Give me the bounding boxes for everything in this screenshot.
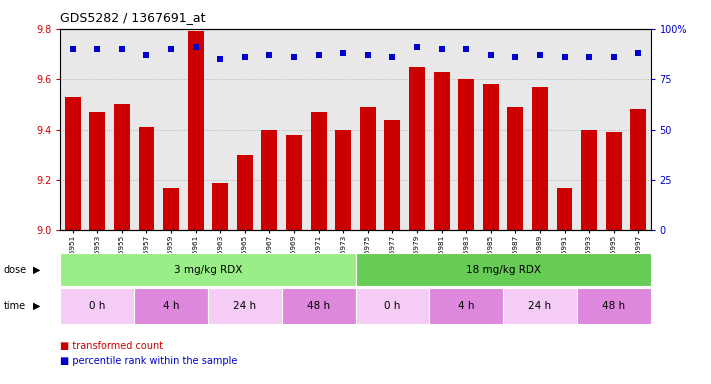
Bar [134,288,208,324]
Point [166,46,177,52]
Bar [458,79,474,230]
Bar [409,66,425,230]
Bar [90,112,105,230]
Bar [483,84,498,230]
Text: 3 mg/kg RDX: 3 mg/kg RDX [173,265,242,275]
Point [387,54,398,60]
Bar [356,288,429,324]
Bar [429,288,503,324]
Bar [557,187,572,230]
Text: GDS5282 / 1367691_at: GDS5282 / 1367691_at [60,12,206,25]
Bar [60,253,356,286]
Bar [213,182,228,230]
Bar [282,288,356,324]
Point [92,46,103,52]
Point [436,46,447,52]
Text: 24 h: 24 h [528,301,552,311]
Text: 0 h: 0 h [384,301,400,311]
Point [141,52,152,58]
Bar [532,87,548,230]
Point [362,52,373,58]
Point [116,46,127,52]
Point [510,54,521,60]
Bar [311,112,326,230]
Bar [577,288,651,324]
Bar [434,72,449,230]
Bar [581,130,597,230]
Bar [114,104,130,230]
Bar [503,288,577,324]
Text: 18 mg/kg RDX: 18 mg/kg RDX [466,265,540,275]
Text: ▶: ▶ [33,265,41,275]
Bar [262,130,277,230]
Point [289,54,300,60]
Bar [65,97,81,230]
Bar [335,130,351,230]
Point [584,54,595,60]
Bar [208,288,282,324]
Point [190,44,201,50]
Bar [163,187,179,230]
Point [313,52,324,58]
Point [633,50,644,56]
Bar [60,288,134,324]
Point [534,52,545,58]
Text: 48 h: 48 h [602,301,625,311]
Point [485,52,496,58]
Text: 4 h: 4 h [163,301,179,311]
Point [559,54,570,60]
Point [461,46,472,52]
Text: 0 h: 0 h [89,301,105,311]
Bar [630,109,646,230]
Bar [360,107,376,230]
Bar [237,155,253,230]
Text: ■ percentile rank within the sample: ■ percentile rank within the sample [60,356,237,366]
Point [67,46,78,52]
Point [215,56,226,62]
Bar [385,119,400,230]
Point [608,54,619,60]
Bar [606,132,621,230]
Point [264,52,275,58]
Text: ■ transformed count: ■ transformed count [60,341,164,351]
Bar [188,31,203,230]
Text: time: time [4,301,26,311]
Bar [286,135,302,230]
Text: ▶: ▶ [33,301,41,311]
Text: 48 h: 48 h [307,301,330,311]
Text: 24 h: 24 h [233,301,257,311]
Point [411,44,422,50]
Bar [139,127,154,230]
Text: dose: dose [4,265,27,275]
Bar [508,107,523,230]
Point [338,50,349,56]
Text: 4 h: 4 h [458,301,474,311]
Point [239,54,250,60]
Bar [356,253,651,286]
